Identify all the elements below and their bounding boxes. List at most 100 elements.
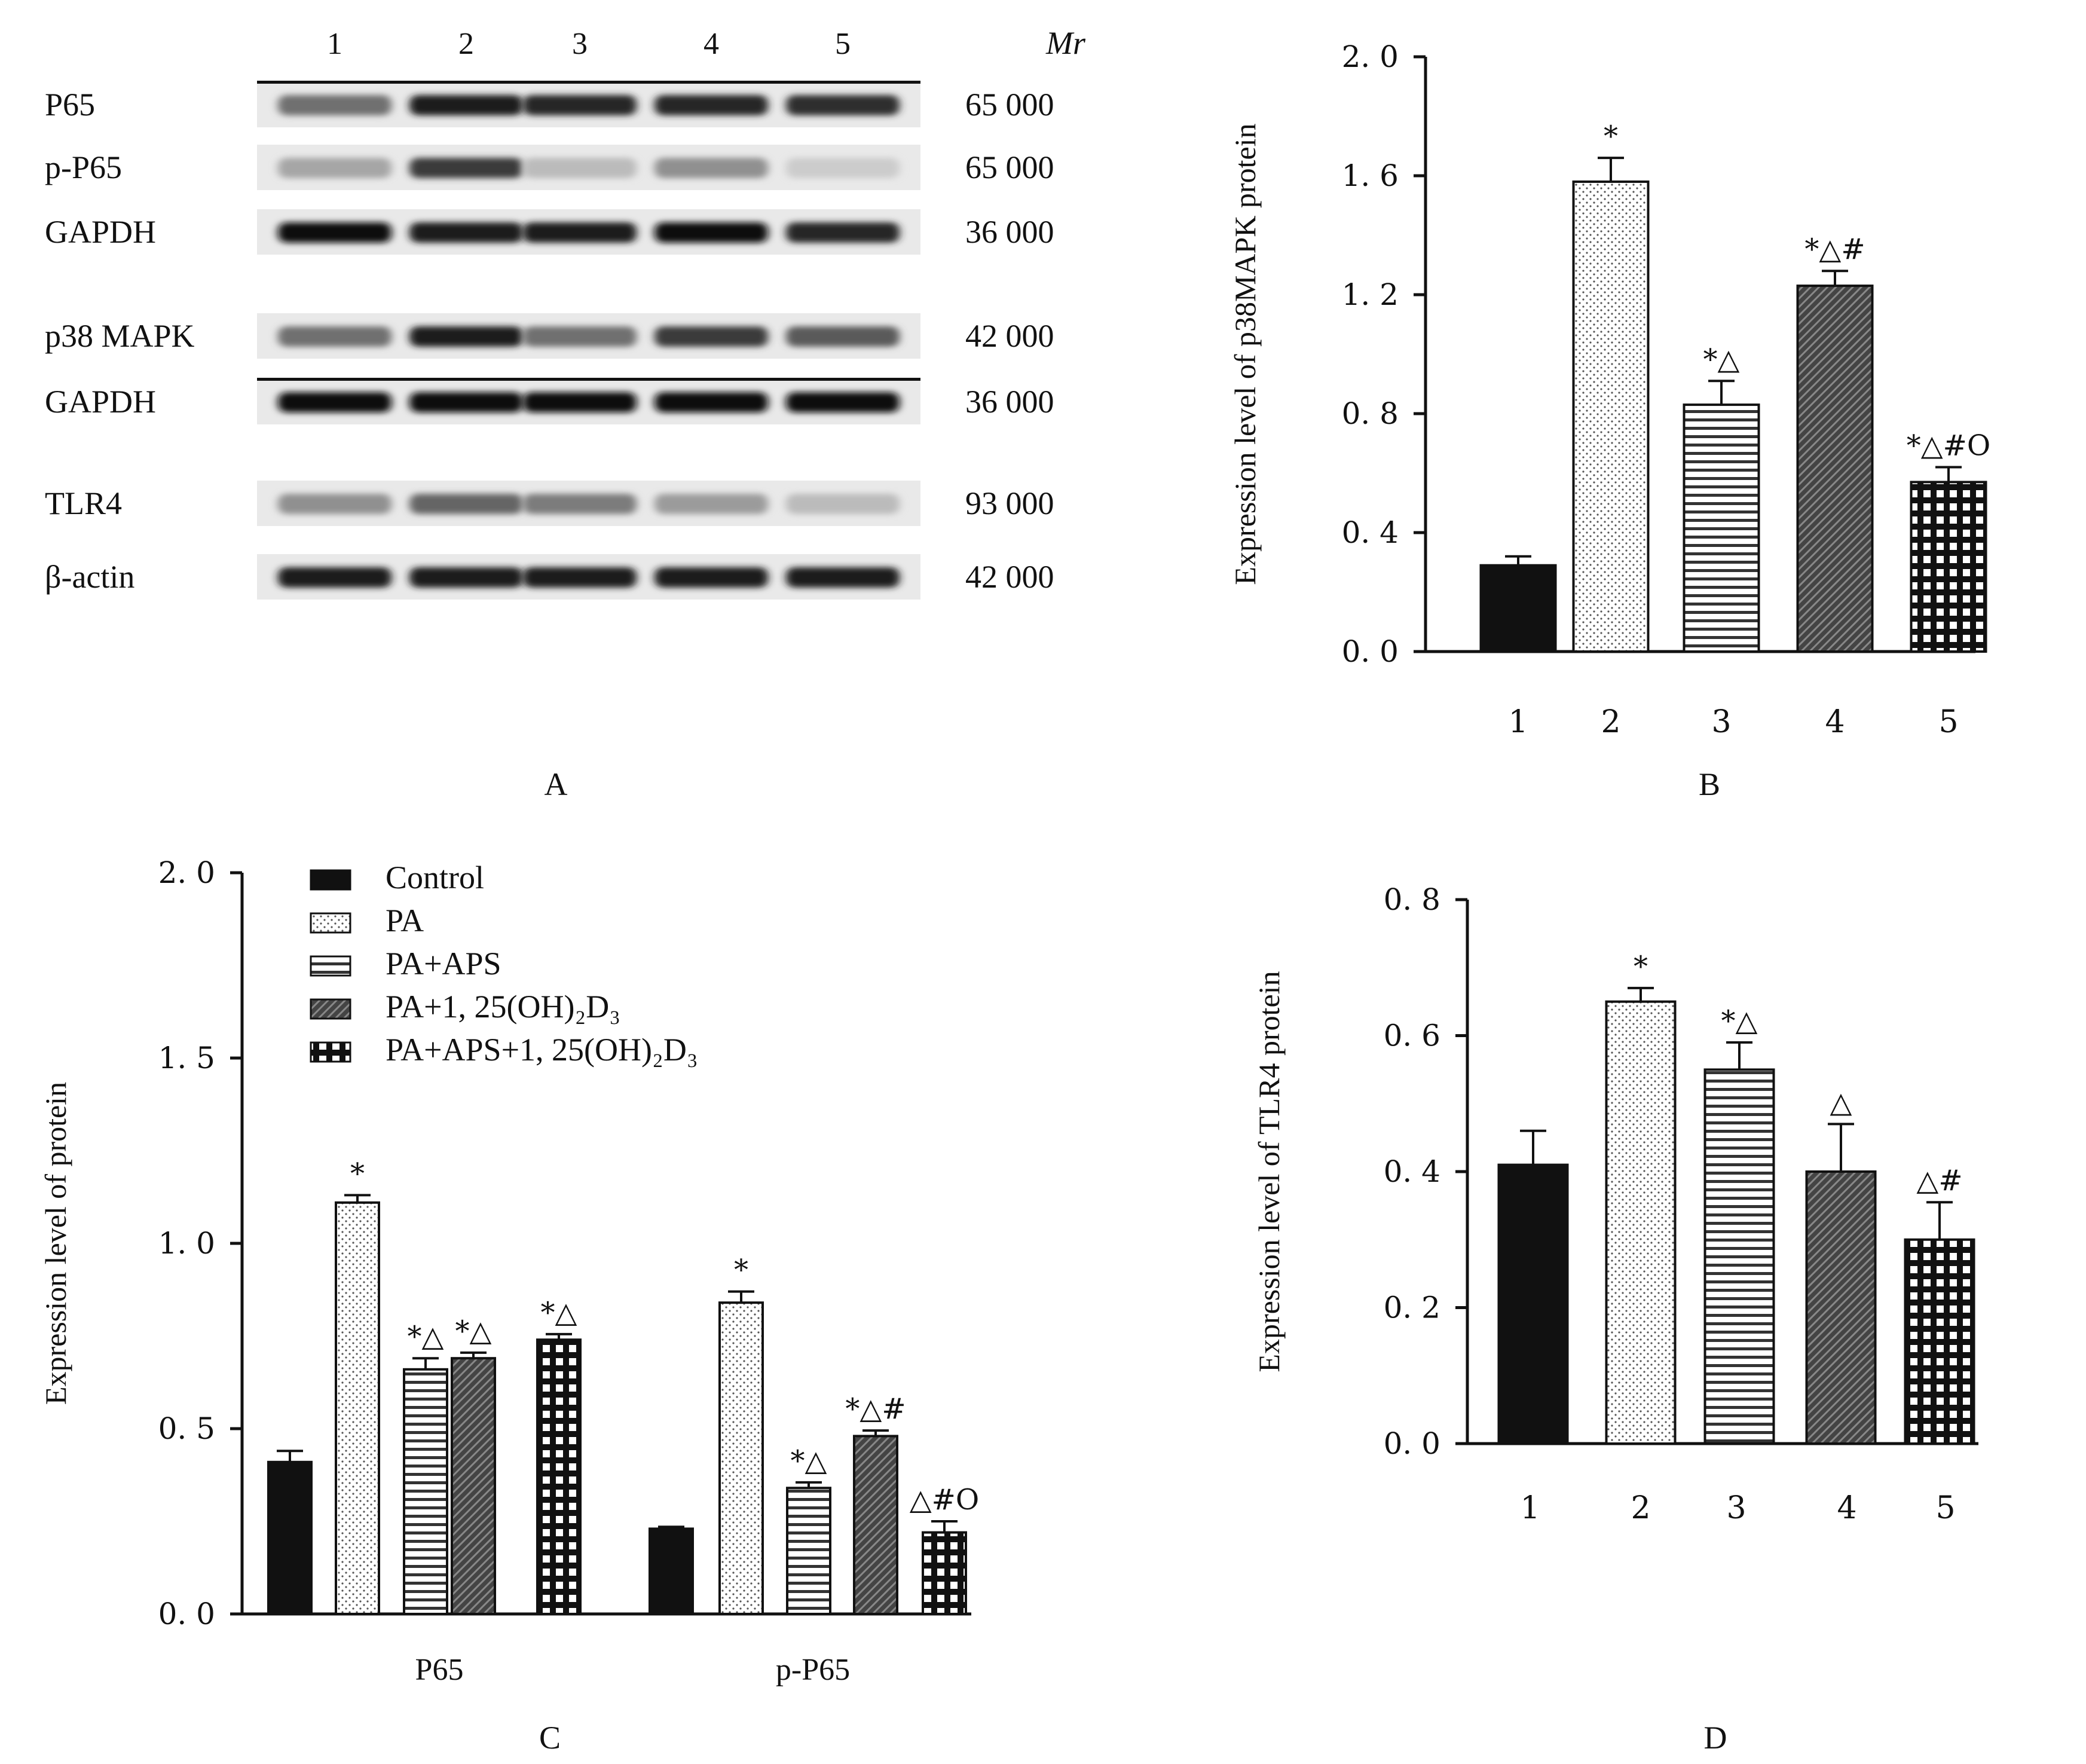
legend-swatch	[310, 955, 351, 977]
blot-band	[786, 222, 900, 243]
blot-row: p-P65 65 000	[45, 145, 1054, 190]
lane-label: 4	[704, 27, 719, 61]
blot-band	[654, 222, 768, 243]
blot-row-mr: 93 000	[965, 485, 1054, 521]
blot-row: GAPDH 36 000	[45, 209, 1054, 255]
blot-band	[654, 567, 768, 588]
blot-band	[409, 494, 523, 514]
y-tick-label: 1. 2	[1342, 277, 1399, 312]
legend-swatch	[310, 912, 351, 934]
blot-row: P65 65 000	[45, 81, 1054, 127]
significance-label: *△	[408, 1320, 444, 1353]
significance-label: *△	[1721, 1004, 1758, 1038]
significance-label: *△	[455, 1314, 492, 1348]
bar	[853, 1435, 898, 1615]
x-tick-label: 5	[1935, 1490, 1955, 1526]
bar	[267, 1460, 313, 1616]
blot-band	[786, 567, 900, 588]
legend-swatch	[310, 1041, 351, 1063]
blot-row-label: p-P65	[45, 149, 122, 185]
blot-row: GAPDH 36 000	[45, 378, 1054, 424]
y-axis-label: Expression level of protein	[39, 1082, 72, 1405]
blot-row-mr: 36 000	[965, 384, 1054, 420]
blot-row-label: p38 MAPK	[45, 318, 195, 354]
blot-band	[409, 158, 523, 178]
lane-label: 5	[835, 27, 851, 61]
y-tick-label: 0. 8	[1384, 882, 1440, 917]
bar	[335, 1201, 380, 1616]
bar	[1805, 1170, 1877, 1445]
lane-label: 2	[458, 27, 474, 61]
legend-label: Control	[386, 860, 484, 895]
blot-row-mr: 42 000	[965, 318, 1054, 354]
significance-label: *	[1634, 950, 1648, 983]
y-tick-label: 0. 8	[1342, 396, 1399, 431]
significance-label: *△	[791, 1444, 827, 1478]
significance-label: △	[1830, 1086, 1852, 1119]
panel-letter-c: C	[539, 1720, 561, 1756]
blot-row-mr: 65 000	[965, 149, 1054, 185]
y-axis-label: Expression level of p38MAPK protein	[1228, 123, 1262, 585]
significance-label: △#	[1916, 1164, 1962, 1197]
blot-row-label: TLR4	[45, 485, 122, 521]
panel-c-p65-chart: 0. 0 0. 5 1. 0 1. 5 2. 0 Expression level of …	[39, 855, 979, 1756]
blot-band	[654, 158, 768, 178]
blot-membrane-edge	[257, 81, 920, 84]
x-tick-label: 3	[1726, 1490, 1746, 1526]
bar	[451, 1357, 496, 1615]
blot-band	[278, 494, 391, 514]
x-tick-label: 4	[1825, 704, 1845, 740]
blot-band	[523, 158, 637, 178]
significance-label: *△	[1703, 343, 1740, 376]
x-tick-label: 2	[1631, 1490, 1650, 1526]
blot-band	[409, 326, 523, 347]
significance-label: *	[350, 1157, 365, 1190]
x-tick-label: 3	[1711, 704, 1731, 740]
blot-band	[278, 567, 391, 588]
legend-label: PA+APS	[386, 946, 501, 982]
blot-band	[278, 222, 391, 243]
y-tick-label: 1. 0	[158, 1226, 215, 1261]
blot-band	[786, 158, 900, 178]
legend-label: PA+1, 25(OH)₂D₃	[386, 989, 620, 1025]
bar	[536, 1338, 582, 1615]
blot-rows: P65 65 000 p-P65 65 000 GAPDH 36 000 p38 MAPK 4…	[45, 81, 1054, 600]
bar	[922, 1531, 967, 1616]
blot-row-label: β-actin	[45, 559, 134, 595]
panel-letter-d: D	[1704, 1720, 1727, 1756]
blot-row-mr: 36 000	[965, 214, 1054, 250]
significance-label: *	[734, 1254, 748, 1287]
y-tick-label: 0. 0	[1384, 1426, 1440, 1461]
blot-row-mr: 42 000	[965, 559, 1054, 595]
bar	[649, 1527, 694, 1615]
legend-label: PA	[386, 903, 424, 938]
blot-band	[409, 567, 523, 588]
y-tick-label: 2. 0	[1342, 39, 1399, 74]
blot-band	[654, 326, 768, 347]
blot-lane-labels: 1 2 3 4 5	[327, 27, 851, 61]
blot-band	[523, 494, 637, 514]
y-tick-label: 0. 0	[158, 1597, 215, 1631]
blot-band	[523, 95, 637, 115]
y-tick-label: 0. 4	[1384, 1154, 1440, 1189]
mr-header: Mr	[1045, 25, 1086, 61]
significance-label: *△#	[1804, 233, 1865, 266]
legend-label: PA+APS+1, 25(OH)₂D₃	[386, 1032, 698, 1068]
bar	[1497, 1163, 1569, 1445]
chart-c-legend: Control PA PA+APS PA+1, 25(OH)₂D₃ PA+APS+1, …	[310, 860, 698, 1068]
bar	[1683, 403, 1760, 653]
bar	[1904, 1238, 1975, 1445]
blot-row-mr: 65 000	[965, 87, 1054, 123]
panel-letter-b: B	[1699, 766, 1720, 802]
x-tick-label: 1	[1520, 1490, 1540, 1526]
y-axis-label: Expression level of TLR4 protein	[1252, 971, 1286, 1372]
y-tick-label: 0. 0	[1342, 634, 1399, 669]
blot-band	[523, 222, 637, 243]
legend-swatch	[310, 998, 351, 1020]
blot-band	[278, 392, 391, 412]
blot-row-label: GAPDH	[45, 214, 156, 250]
blot-membrane-edge	[257, 378, 920, 381]
blot-band	[409, 95, 523, 115]
blot-band	[654, 392, 768, 412]
y-tick-label: 1. 5	[158, 1041, 215, 1075]
